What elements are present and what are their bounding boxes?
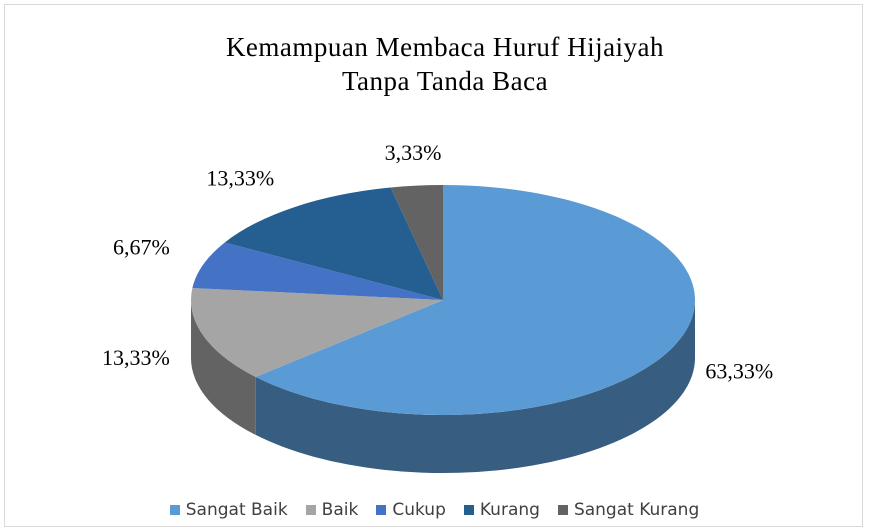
legend-swatch	[557, 505, 568, 515]
slice	[192, 242, 443, 300]
legend-swatch	[169, 505, 180, 515]
chart-frame	[4, 4, 863, 527]
legend-swatch	[305, 505, 316, 515]
legend-swatch	[463, 505, 474, 515]
legend-item: Kurang	[463, 500, 540, 520]
legend-item: Baik	[305, 500, 359, 520]
legend-label: Cukup	[392, 500, 446, 520]
slice	[191, 287, 443, 377]
data-label: 13,33%	[206, 165, 274, 190]
legend: Sangat Baik Baik Cukup Kurang Sangat Kurang	[0, 500, 869, 520]
data-label: 63,33%	[705, 359, 773, 384]
slice-side	[255, 300, 695, 473]
slice	[390, 185, 443, 300]
slice	[255, 185, 696, 416]
legend-label: Sangat Baik	[185, 500, 288, 520]
legend-label: Kurang	[479, 500, 540, 520]
data-label: 3,33%	[385, 140, 442, 165]
legend-label: Sangat Kurang	[573, 500, 700, 520]
chart-title: Kemampuan Membaca Huruf Hijaiyah Tanpa T…	[225, 32, 665, 96]
data-label: 6,67%	[113, 234, 170, 259]
data-label: 13,33%	[102, 345, 170, 370]
slice	[224, 187, 443, 300]
legend-item: Sangat Kurang	[557, 500, 700, 520]
legend-item: Cukup	[376, 500, 446, 520]
legend-item: Sangat Baik	[169, 500, 288, 520]
slice-side	[191, 300, 256, 435]
legend-label: Baik	[321, 500, 359, 520]
legend-swatch	[376, 505, 387, 515]
